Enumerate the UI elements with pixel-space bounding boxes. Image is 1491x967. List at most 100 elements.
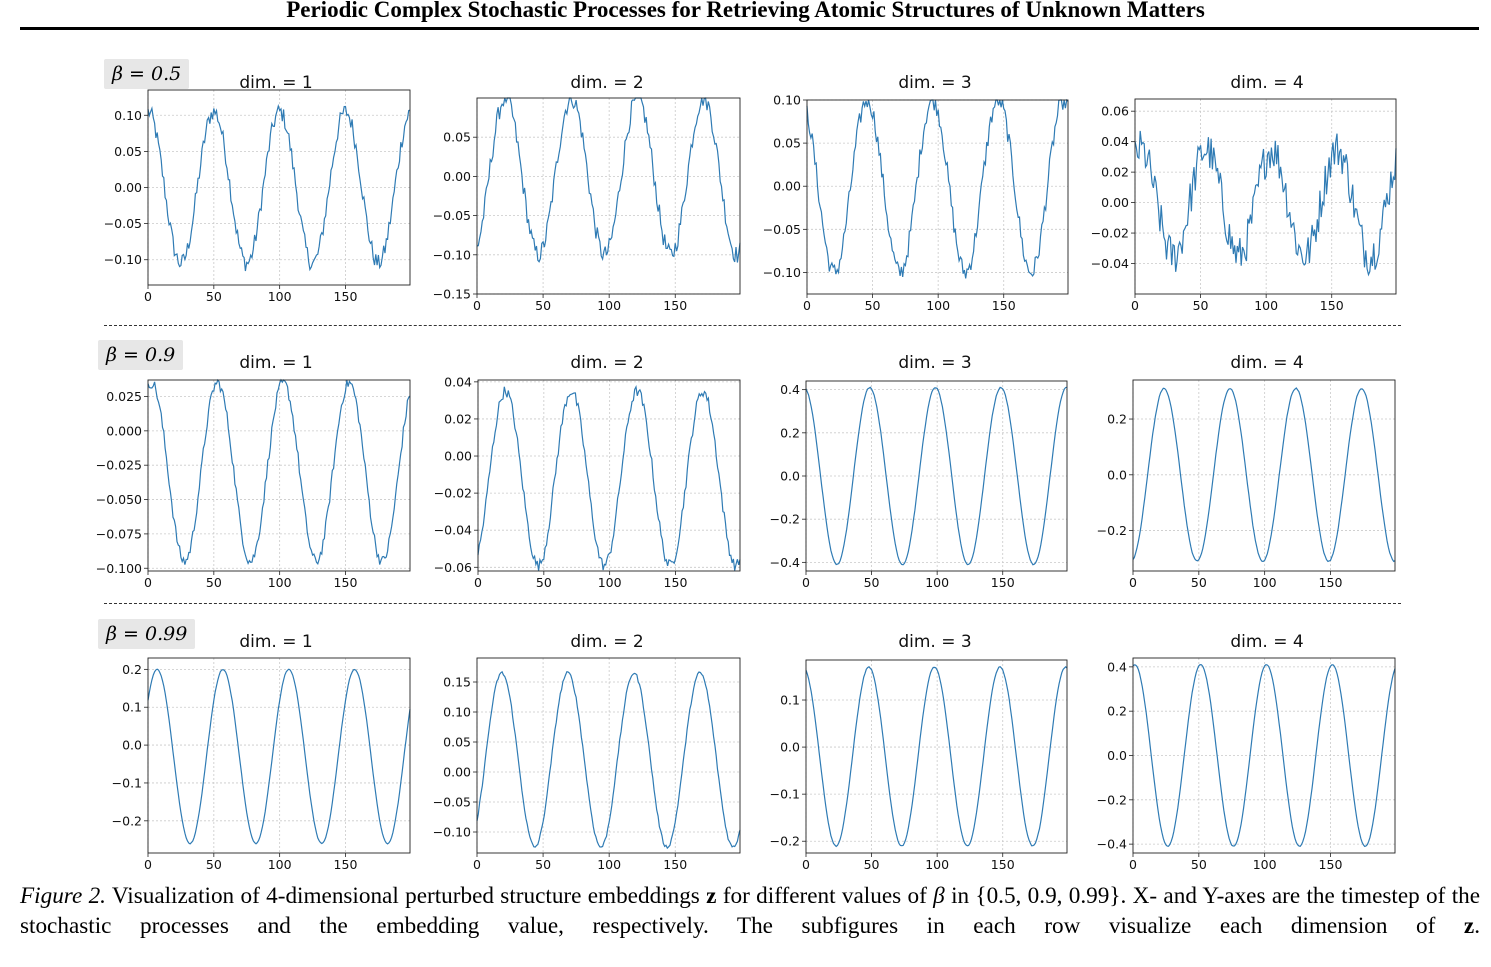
row-label-beta: β = 0.99: [98, 619, 196, 649]
chart-panel: 0 50 100 150 −0.10 −0.05 0.00 0.05 0.10 dim. = 1: [104, 73, 411, 304]
series-line: [805, 665, 1068, 848]
chart-panel: 0 50 100 150 −0.2 0.0 0.2 dim. = 4: [1097, 353, 1396, 590]
y-tick-label: −0.4: [1097, 837, 1127, 852]
x-tick-label: 150: [1319, 857, 1343, 872]
y-tick-label: 0.04: [444, 374, 472, 389]
row-label-beta: β = 0.5: [104, 59, 190, 89]
caption-var: z: [706, 883, 717, 909]
y-tick-label: 0.02: [1101, 165, 1129, 180]
x-tick-label: 0: [144, 289, 152, 304]
y-tick-label: 0.15: [443, 675, 471, 690]
row-separator: [104, 325, 1401, 326]
chart-panel: 0 50 100 150 −0.2 −0.1 0.0 0.1 0.2 dim. = 1: [112, 632, 411, 872]
y-tick-label: −0.04: [434, 523, 472, 538]
axes-frame: [477, 379, 741, 572]
x-tick-label: 100: [268, 289, 292, 304]
x-tick-label: 0: [473, 857, 481, 872]
x-tick-label: 50: [206, 289, 222, 304]
chart-panel: 0 50 100 150 −0.04 −0.02 0.00 0.02 0.04 0.06 dim. …: [1091, 73, 1397, 313]
y-tick-label: 0.02: [444, 411, 472, 426]
y-tick-label: 0.0: [122, 738, 142, 753]
y-tick-label: 0.05: [443, 735, 471, 750]
y-tick-label: 0.00: [773, 179, 801, 194]
y-tick-label: 0.00: [443, 169, 471, 184]
chart-title: dim. = 1: [239, 73, 312, 93]
axes-frame: [147, 89, 411, 286]
x-tick-label: 100: [1253, 575, 1277, 590]
row-separator: [104, 603, 1401, 604]
y-tick-label: 0.0: [780, 740, 800, 755]
caption-text: Visualization of 4-dimensional perturbed…: [111, 883, 700, 909]
series-line: [476, 670, 741, 850]
x-tick-label: 50: [864, 857, 880, 872]
chart-panel: 0 50 100 150 −0.10 −0.05 0.00 0.05 0.10 0.15 dim. …: [433, 632, 741, 872]
caption-beta: β: [933, 883, 945, 909]
y-tick-label: −0.10: [433, 825, 471, 840]
axes-frame: [147, 657, 411, 854]
y-tick-label: −0.02: [1091, 226, 1129, 241]
x-tick-label: 50: [536, 575, 552, 590]
chart-title: dim. = 1: [239, 632, 312, 652]
series-line: [477, 384, 741, 571]
y-tick-label: 0.06: [1101, 104, 1129, 119]
series-line: [1132, 663, 1396, 848]
caption-text: for different values of: [722, 883, 927, 909]
y-tick-label: 0.1: [122, 700, 142, 715]
x-tick-label: 100: [268, 575, 292, 590]
chart-panel: 0 50 100 150 −0.4 −0.2 0.0 0.2 0.4 dim. = 3: [770, 353, 1068, 590]
x-tick-label: 50: [865, 298, 881, 313]
x-tick-label: 50: [1191, 857, 1207, 872]
x-tick-label: 50: [535, 298, 551, 313]
series-line: [805, 386, 1068, 566]
x-tick-label: 100: [925, 857, 949, 872]
axes-frame: [806, 99, 1069, 295]
series-line: [1134, 130, 1397, 277]
axes-frame: [476, 97, 741, 295]
x-tick-label: 150: [663, 857, 687, 872]
y-tick-label: 0.2: [122, 662, 142, 677]
caption-text: in {0.5, 0.9, 0.99}. X- and Y-axes are: [951, 883, 1301, 909]
x-tick-label: 150: [1320, 298, 1344, 313]
y-tick-label: −0.2: [770, 512, 800, 527]
y-tick-label: −0.05: [104, 216, 142, 231]
series-line: [476, 97, 741, 263]
y-tick-label: −0.02: [434, 486, 472, 501]
y-tick-label: 0.04: [1101, 134, 1129, 149]
y-tick-label: −0.025: [96, 458, 142, 473]
y-tick-label: −0.05: [433, 795, 471, 810]
y-tick-label: 0.00: [444, 449, 472, 464]
y-tick-label: −0.2: [1097, 523, 1127, 538]
y-tick-label: 0.00: [114, 180, 142, 195]
x-tick-label: 0: [1129, 857, 1137, 872]
x-tick-label: 50: [206, 575, 222, 590]
caption-var: z: [1463, 913, 1475, 939]
x-tick-label: 0: [1129, 575, 1137, 590]
x-tick-label: 0: [144, 575, 152, 590]
y-tick-label: 0.1: [780, 693, 800, 708]
x-tick-label: 150: [1319, 575, 1343, 590]
chart-title: dim. = 2: [570, 632, 643, 652]
axes-frame: [1132, 379, 1396, 572]
axes-frame: [1134, 98, 1397, 295]
x-tick-label: 0: [803, 298, 811, 313]
figure-caption: Figure 2. Visualization of 4-dimensional…: [20, 881, 1480, 941]
x-tick-label: 150: [664, 575, 688, 590]
x-tick-label: 100: [925, 575, 949, 590]
series-line: [806, 98, 1069, 279]
chart-title: dim. = 4: [1230, 73, 1303, 93]
chart-title: dim. = 2: [570, 353, 643, 373]
x-tick-label: 50: [535, 857, 551, 872]
y-tick-label: 0.10: [773, 93, 801, 108]
y-tick-label: 0.05: [114, 144, 142, 159]
chart-title: dim. = 4: [1230, 632, 1303, 652]
y-tick-label: −0.10: [433, 247, 471, 262]
x-tick-label: 0: [1131, 298, 1139, 313]
series-line: [147, 103, 411, 272]
y-tick-label: −0.05: [763, 222, 801, 237]
x-tick-label: 150: [334, 289, 358, 304]
caption-text: the timestep of the stochastic processes…: [20, 883, 1481, 939]
chart-title: dim. = 3: [898, 632, 971, 652]
chart-panel: 0 50 100 150 −0.10 −0.05 0.00 0.05 0.10 dim. = 3: [763, 73, 1069, 313]
y-tick-label: −0.05: [433, 208, 471, 223]
